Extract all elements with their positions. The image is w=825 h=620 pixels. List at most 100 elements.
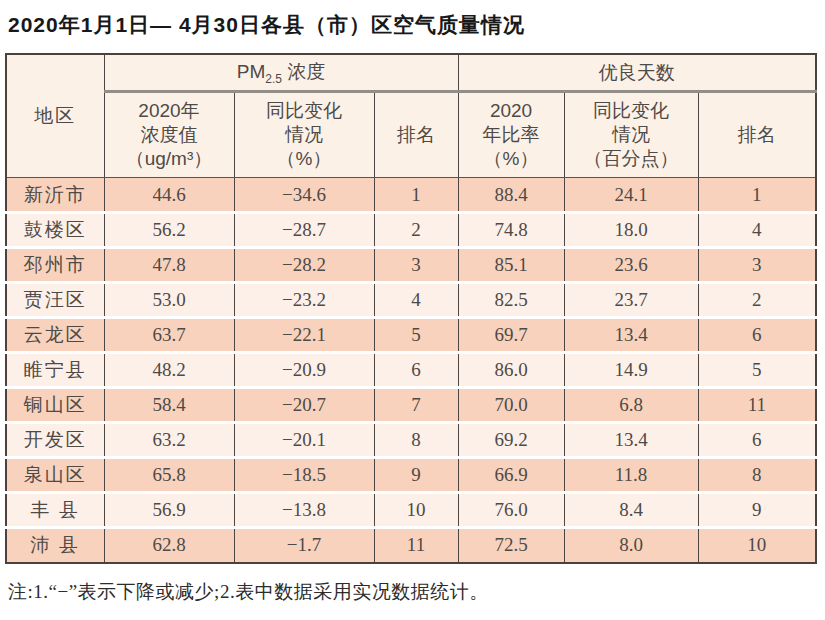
- cell-good-rank: 1: [698, 178, 816, 213]
- cell-pm-value: 63.7: [104, 318, 234, 353]
- col-header-pm-change: 同比变化 情况 （%）: [234, 92, 374, 178]
- col-header-region: 地区: [6, 54, 104, 178]
- cell-good-ratio: 85.1: [458, 248, 564, 283]
- cell-region: 鼓楼区: [6, 213, 104, 248]
- cell-pm-rank: 9: [374, 458, 458, 493]
- cell-good-ratio: 74.8: [458, 213, 564, 248]
- cell-good-ratio: 72.5: [458, 528, 564, 563]
- cell-region: 邳州市: [6, 248, 104, 283]
- cell-region: 贾汪区: [6, 283, 104, 318]
- cell-good-change: 23.6: [564, 248, 698, 283]
- cell-good-change: 24.1: [564, 178, 698, 213]
- cell-good-change: 13.4: [564, 423, 698, 458]
- table-row: 丰 县 56.9 −13.8 10 76.0 8.4 9: [6, 493, 816, 528]
- page: 2020年1月1日— 4月30日各县（市）区空气质量情况 地区 PM2.5 浓度…: [0, 11, 825, 620]
- table-header: 地区 PM2.5 浓度 优良天数 2020年 浓度值 （ug/m³） 同比变化 …: [6, 54, 816, 178]
- cell-pm-change: −13.8: [234, 493, 374, 528]
- cell-good-ratio: 82.5: [458, 283, 564, 318]
- cell-pm-rank: 5: [374, 318, 458, 353]
- table-row: 睢宁县 48.2 −20.9 6 86.0 14.9 5: [6, 353, 816, 388]
- cell-good-ratio: 69.2: [458, 423, 564, 458]
- cell-good-rank: 11: [698, 388, 816, 423]
- col-header-pm-rank: 排名: [374, 92, 458, 178]
- col-header-pm-value: 2020年 浓度值 （ug/m³）: [104, 92, 234, 178]
- cell-pm-value: 63.2: [104, 423, 234, 458]
- cell-region: 铜山区: [6, 388, 104, 423]
- cell-good-rank: 6: [698, 318, 816, 353]
- cell-pm-rank: 8: [374, 423, 458, 458]
- cell-pm-value: 44.6: [104, 178, 234, 213]
- cell-good-rank: 3: [698, 248, 816, 283]
- table-row: 邳州市 47.8 −28.2 3 85.1 23.6 3: [6, 248, 816, 283]
- table-row: 沛 县 62.8 −1.7 11 72.5 8.0 10: [6, 528, 816, 563]
- cell-pm-rank: 1: [374, 178, 458, 213]
- cell-region: 新沂市: [6, 178, 104, 213]
- cell-pm-value: 56.9: [104, 493, 234, 528]
- cell-pm-change: −18.5: [234, 458, 374, 493]
- cell-good-change: 8.4: [564, 493, 698, 528]
- cell-pm-value: 65.8: [104, 458, 234, 493]
- pm-label-suffix: 浓度: [282, 61, 325, 82]
- page-title: 2020年1月1日— 4月30日各县（市）区空气质量情况: [8, 11, 825, 39]
- col-header-good-change: 同比变化 情况 （百分点）: [564, 92, 698, 178]
- cell-good-ratio: 86.0: [458, 353, 564, 388]
- cell-good-rank: 10: [698, 528, 816, 563]
- table-row: 泉山区 65.8 −18.5 9 66.9 11.8 8: [6, 458, 816, 493]
- cell-good-ratio: 66.9: [458, 458, 564, 493]
- cell-good-rank: 2: [698, 283, 816, 318]
- cell-good-ratio: 70.0: [458, 388, 564, 423]
- cell-pm-change: −34.6: [234, 178, 374, 213]
- cell-good-change: 11.8: [564, 458, 698, 493]
- sub-header-row: 2020年 浓度值 （ug/m³） 同比变化 情况 （%） 排名 2020 年比…: [6, 92, 816, 178]
- col-group-pm25: PM2.5 浓度: [104, 54, 458, 92]
- cell-good-rank: 6: [698, 423, 816, 458]
- cell-region: 丰 县: [6, 493, 104, 528]
- cell-pm-rank: 7: [374, 388, 458, 423]
- cell-pm-rank: 10: [374, 493, 458, 528]
- group-header-row: 地区 PM2.5 浓度 优良天数: [6, 54, 816, 92]
- cell-pm-change: −28.2: [234, 248, 374, 283]
- cell-good-rank: 4: [698, 213, 816, 248]
- col-group-good-days: 优良天数: [458, 54, 816, 92]
- cell-region: 泉山区: [6, 458, 104, 493]
- cell-region: 开发区: [6, 423, 104, 458]
- table-row: 铜山区 58.4 −20.7 7 70.0 6.8 11: [6, 388, 816, 423]
- cell-region: 云龙区: [6, 318, 104, 353]
- cell-pm-value: 56.2: [104, 213, 234, 248]
- cell-good-change: 13.4: [564, 318, 698, 353]
- cell-region: 沛 县: [6, 528, 104, 563]
- cell-pm-rank: 6: [374, 353, 458, 388]
- cell-good-ratio: 69.7: [458, 318, 564, 353]
- footnote: 注:1.“−”表示下降或减少;2.表中数据采用实况数据统计。: [8, 579, 825, 605]
- cell-pm-rank: 11: [374, 528, 458, 563]
- table-row: 贾汪区 53.0 −23.2 4 82.5 23.7 2: [6, 283, 816, 318]
- cell-pm-rank: 4: [374, 283, 458, 318]
- cell-good-change: 23.7: [564, 283, 698, 318]
- table-row: 云龙区 63.7 −22.1 5 69.7 13.4 6: [6, 318, 816, 353]
- cell-good-rank: 9: [698, 493, 816, 528]
- cell-pm-value: 48.2: [104, 353, 234, 388]
- cell-pm-change: −28.7: [234, 213, 374, 248]
- cell-pm-value: 47.8: [104, 248, 234, 283]
- table-row: 鼓楼区 56.2 −28.7 2 74.8 18.0 4: [6, 213, 816, 248]
- cell-pm-change: −20.7: [234, 388, 374, 423]
- cell-pm-rank: 2: [374, 213, 458, 248]
- cell-good-change: 6.8: [564, 388, 698, 423]
- col-header-good-ratio: 2020 年比率 （%）: [458, 92, 564, 178]
- cell-good-rank: 8: [698, 458, 816, 493]
- cell-region: 睢宁县: [6, 353, 104, 388]
- pm-subscript: 2.5: [265, 72, 282, 86]
- cell-good-ratio: 88.4: [458, 178, 564, 213]
- cell-good-change: 14.9: [564, 353, 698, 388]
- pm-label: PM: [237, 61, 266, 82]
- table-body: 新沂市 44.6 −34.6 1 88.4 24.1 1 鼓楼区 56.2 −2…: [6, 178, 816, 563]
- table-row: 新沂市 44.6 −34.6 1 88.4 24.1 1: [6, 178, 816, 213]
- cell-good-ratio: 76.0: [458, 493, 564, 528]
- air-quality-table: 地区 PM2.5 浓度 优良天数 2020年 浓度值 （ug/m³） 同比变化 …: [5, 53, 817, 564]
- cell-good-rank: 5: [698, 353, 816, 388]
- table-row: 开发区 63.2 −20.1 8 69.2 13.4 6: [6, 423, 816, 458]
- cell-pm-rank: 3: [374, 248, 458, 283]
- cell-pm-value: 53.0: [104, 283, 234, 318]
- col-header-good-rank: 排名: [698, 92, 816, 178]
- cell-pm-change: −23.2: [234, 283, 374, 318]
